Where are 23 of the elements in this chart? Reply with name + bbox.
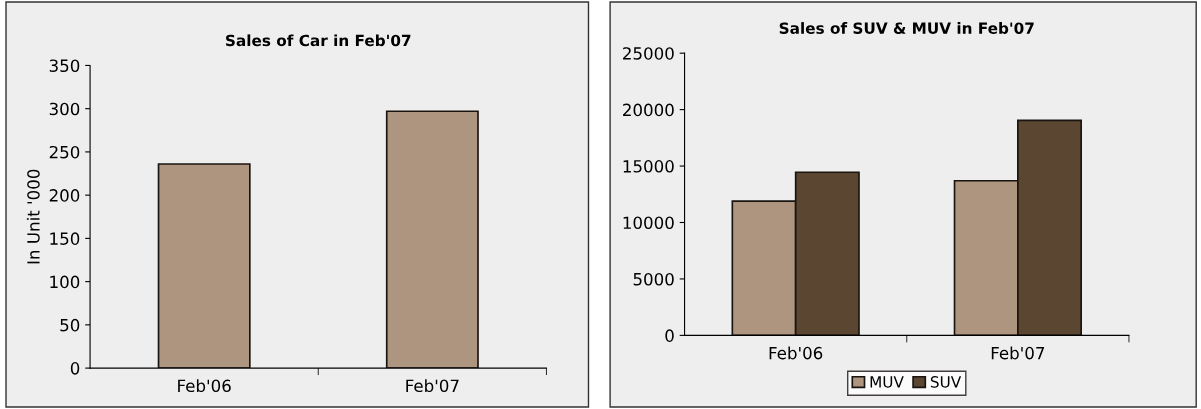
y-tick-label: 0	[665, 329, 674, 342]
legend-label: SUV	[930, 376, 962, 388]
y-tick-label: 10000	[623, 216, 674, 230]
y-axis-title: In Unit '000	[26, 169, 40, 264]
y-tick-label: 250	[49, 145, 80, 159]
x-tick-label: Feb'07	[406, 379, 459, 393]
y-tick-label: 25000	[623, 47, 674, 60]
x-tick-label: Feb'06	[769, 346, 823, 360]
y-tick-label: 15000	[623, 160, 674, 173]
y-tick-label: 50	[60, 318, 80, 332]
y-tick-label: 200	[49, 189, 80, 202]
y-tick-label: 20000	[623, 103, 674, 117]
y-tick-label: 100	[50, 275, 80, 289]
x-tick-label: Feb'07	[991, 346, 1045, 360]
y-tick-label: 0	[70, 362, 80, 375]
chart-title: Sales of Car in Feb'07	[226, 34, 411, 47]
x-tick-label: Feb'06	[178, 379, 231, 393]
chart-title: Sales of SUV & MUV in Feb'07	[779, 22, 1034, 34]
y-tick-label: 5000	[633, 272, 674, 286]
y-tick-label: 350	[49, 59, 80, 73]
y-tick-label: 150	[50, 232, 80, 245]
y-tick-label: 300	[49, 102, 80, 116]
legend-label: MUV	[870, 376, 904, 388]
